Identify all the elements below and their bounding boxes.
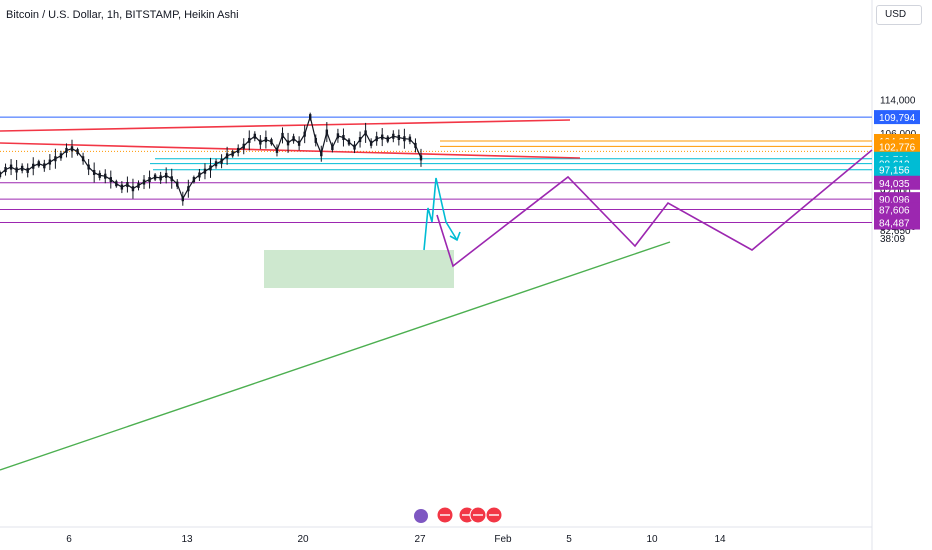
countdown-label: 38:09 [880,234,905,245]
demand-zone [264,250,454,288]
price-level-badge-text: 102,776 [879,142,916,153]
price-level-badge-text: 87,606 [879,206,910,217]
forecast-purple-path [436,149,873,268]
event-icon-crypto[interactable] [414,509,428,523]
x-tick-label: 10 [646,534,658,545]
x-tick-label: 5 [566,534,572,545]
resistance-line-lower [0,142,581,159]
x-tick-label: Feb [494,534,512,545]
support-trend-line [0,241,671,471]
price-level-badge [874,110,920,125]
price-level-badge [874,175,920,190]
x-tick-label: 6 [66,534,72,545]
price-level-badge [874,162,920,177]
price-level-badge-text: 84,487 [879,219,910,230]
price-level-badge-text: 97,156 [879,166,910,177]
x-tick-label: 14 [714,534,726,545]
price-level-badge [874,215,920,230]
price-series [0,114,422,201]
x-tick-label: 27 [414,534,426,545]
forecast-cyan-path [423,177,458,251]
resistance-line-upper [0,119,571,132]
price-level-badge-text: 109,794 [879,113,916,124]
price-level-badge [874,202,920,217]
x-tick-label: 13 [181,534,193,545]
chart-title: Bitcoin / U.S. Dollar, 1h, BITSTAMP, Hei… [6,9,239,21]
price-level-badge [874,139,920,154]
currency-button[interactable]: USD [876,5,922,25]
forecast-cyan-arrowhead [449,231,461,242]
price-level-badge-text: 90,096 [879,195,910,206]
y-tick-label: 82,650 [880,226,911,237]
x-tick-label: 20 [297,534,309,545]
y-tick-label: 114,000 [880,96,916,107]
price-level-badge-text: 94,035 [879,179,910,190]
